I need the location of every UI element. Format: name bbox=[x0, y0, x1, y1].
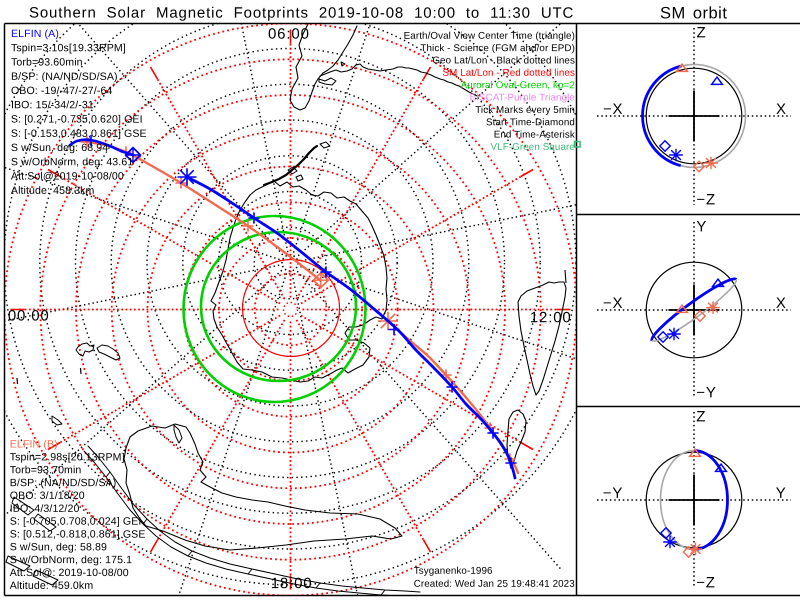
svg-text:Geo Lat/Lon - Black dotted lin: Geo Lat/Lon - Black dotted lines bbox=[432, 55, 575, 66]
svg-text:X: X bbox=[776, 101, 787, 118]
svg-text:−Y: −Y bbox=[696, 384, 716, 401]
svg-text:Auroral Oval-Green, kp=2: Auroral Oval-Green, kp=2 bbox=[461, 80, 575, 91]
svg-text:Tsyganenko-1996: Tsyganenko-1996 bbox=[414, 566, 493, 577]
svg-text:X: X bbox=[776, 295, 787, 312]
svg-text:−Z: −Z bbox=[696, 191, 716, 208]
svg-text:ELFIN (A): ELFIN (A) bbox=[11, 28, 59, 40]
svg-text:−Z: −Z bbox=[696, 574, 716, 591]
svg-text:OBO: 3/1/18/20: OBO: 3/1/18/20 bbox=[10, 490, 85, 502]
svg-text:Tick Marks every 5min: Tick Marks every 5min bbox=[475, 105, 575, 116]
svg-text:Southern Solar Magnetic Footpr: Southern Solar Magnetic Footprints 2019-… bbox=[29, 5, 574, 22]
svg-text:IBO: 15/-34/2/-31: IBO: 15/-34/2/-31 bbox=[11, 99, 94, 111]
svg-text:ELFIN (B): ELFIN (B) bbox=[10, 439, 58, 451]
svg-text:S: [0.271,-0.735,0.620] GEI: S: [0.271,-0.735,0.620] GEI bbox=[11, 114, 143, 126]
svg-text:S w/OrbNorm, deg: 175.1: S w/OrbNorm, deg: 175.1 bbox=[10, 554, 132, 566]
svg-text:−X: −X bbox=[603, 295, 623, 312]
svg-text:Altitude: 459.0km: Altitude: 459.0km bbox=[10, 580, 94, 592]
svg-text:−X: −X bbox=[603, 101, 623, 118]
svg-text:S: [-0.153,0.483,0.861] GSE: S: [-0.153,0.483,0.861] GSE bbox=[11, 128, 147, 140]
svg-text:Tspin=3.10s[19.33RPM]: Tspin=3.10s[19.33RPM] bbox=[11, 42, 126, 54]
svg-text:S w/OrbNorm, deg: 43.61: S w/OrbNorm, deg: 43.61 bbox=[11, 156, 133, 168]
svg-text:Y: Y bbox=[776, 485, 787, 502]
svg-text:S w/Sun, deg: 58.89: S w/Sun, deg: 58.89 bbox=[10, 541, 107, 553]
svg-text:OBO: -19/-47/-27/-64: OBO: -19/-47/-27/-64 bbox=[11, 85, 113, 97]
svg-text:SM orbit: SM orbit bbox=[660, 4, 727, 22]
svg-text:Earth/Oval View Center Time (t: Earth/Oval View Center Time (triangle) bbox=[404, 31, 575, 42]
svg-text:End Time-Asterisk: End Time-Asterisk bbox=[494, 130, 575, 141]
svg-text:12:00: 12:00 bbox=[530, 309, 572, 326]
svg-text:Thick - Science (FGM and/or EP: Thick - Science (FGM and/or EPD) bbox=[420, 43, 575, 54]
svg-text:S: [0.512,-0.818,0.861] GSE: S: [0.512,-0.818,0.861] GSE bbox=[10, 529, 146, 541]
svg-text:B/SP: (NA/ND/SD/SA): B/SP: (NA/ND/SD/SA) bbox=[10, 477, 117, 489]
svg-text:−Y: −Y bbox=[603, 485, 623, 502]
svg-text:Torb=93.60min: Torb=93.60min bbox=[11, 57, 83, 69]
svg-text:00:00: 00:00 bbox=[8, 308, 50, 325]
svg-text:S w/Sun, deg: 68.94: S w/Sun, deg: 68.94 bbox=[11, 142, 108, 154]
svg-text:IBO: 4/3/12/20: IBO: 4/3/12/20 bbox=[10, 503, 80, 515]
svg-text:B/SP: (NA/ND/SD/SA): B/SP: (NA/ND/SD/SA) bbox=[11, 71, 118, 83]
svg-text:Z: Z bbox=[696, 408, 706, 425]
svg-text:06:00: 06:00 bbox=[268, 26, 310, 43]
svg-text:SM Lat/Lon - Red dotted lines: SM Lat/Lon - Red dotted lines bbox=[442, 68, 575, 79]
svg-text:S: [-0.705,0.708,0.024] GEI: S: [-0.705,0.708,0.024] GEI bbox=[10, 516, 142, 528]
svg-text:Y: Y bbox=[696, 218, 707, 235]
svg-text:EISCAT-Purple Triangle: EISCAT-Purple Triangle bbox=[469, 92, 575, 103]
svg-text:Created: Wed Jan 25 19:48:41 2: Created: Wed Jan 25 19:48:41 2023 bbox=[414, 579, 576, 590]
svg-text:Start Time-Diamond: Start Time-Diamond bbox=[486, 117, 575, 128]
svg-text:Tspin=2.98s[20.13RPM]: Tspin=2.98s[20.13RPM] bbox=[10, 451, 125, 463]
svg-text:Att.Sol@: 2019-10-08/00: Att.Sol@: 2019-10-08/00 bbox=[10, 567, 129, 579]
svg-text:18:00: 18:00 bbox=[271, 575, 313, 592]
svg-text:Altitude: 458.3km: Altitude: 458.3km bbox=[11, 185, 95, 197]
svg-text:Torb=93.70min: Torb=93.70min bbox=[10, 464, 82, 476]
svg-text:Att.Sol@2019-10-08/00: Att.Sol@2019-10-08/00 bbox=[11, 171, 124, 183]
svg-text:VLF-Green Square: VLF-Green Square bbox=[491, 142, 576, 153]
svg-text:Z: Z bbox=[696, 24, 706, 41]
